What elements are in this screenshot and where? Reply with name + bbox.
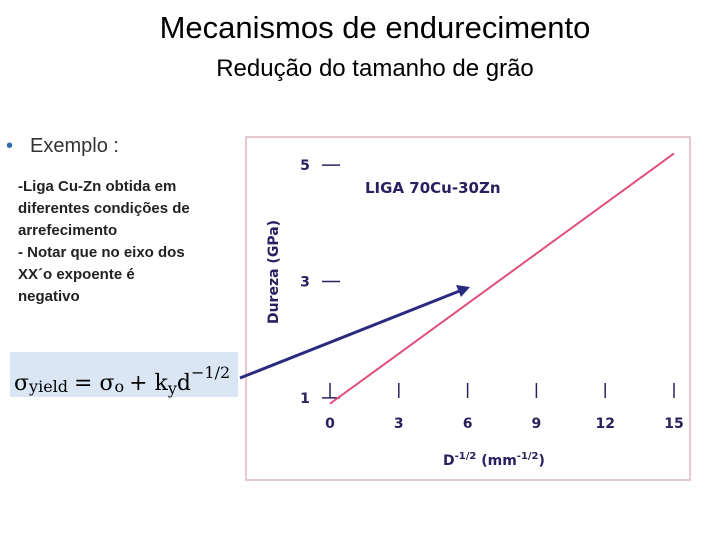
arrow (239, 288, 463, 380)
subtitle: Redução do tamanho de grão (216, 55, 534, 82)
chart-frame (245, 136, 691, 481)
x-tick-label: 15 (664, 416, 683, 432)
x-label-part: (mm (476, 453, 516, 469)
plot: 1 3 5 0 3 6 9 12 15 (300, 152, 684, 432)
formula-part: σ (14, 371, 29, 396)
arrow-head (456, 285, 470, 297)
x-tick-label: 3 (394, 416, 404, 432)
data-line (329, 152, 675, 405)
formula: σyield = σo + kyd−1/2 (14, 363, 230, 398)
x-tick-label: 12 (595, 416, 614, 432)
formula-part: d (177, 371, 191, 396)
x-tick-label: 6 (463, 416, 473, 432)
x-label-part: -1/2 (455, 451, 477, 462)
formula-part: = σ (74, 371, 114, 396)
formula-part: o (114, 377, 124, 396)
formula-part: + k (129, 371, 168, 396)
body-line: - Notar que no eixo dos (18, 244, 185, 261)
y-tick-label: 3 (300, 275, 310, 291)
x-label-part: ) (539, 453, 545, 469)
body-line: negativo (18, 288, 80, 305)
y-tick-label: 1 (300, 391, 310, 407)
body-line: diferentes condições de (18, 200, 190, 217)
formula-box (10, 352, 238, 397)
y-axis-label: Dureza (GPa) (266, 220, 282, 324)
x-tick-label: 0 (325, 416, 335, 432)
bullet-dot: • (6, 135, 13, 157)
bullet-text: Exemplo : (30, 135, 119, 157)
body-line: -Liga Cu-Zn obtida em (18, 178, 176, 195)
y-tick-label: 5 (300, 158, 310, 174)
x-label-part: D (443, 453, 455, 469)
body: -Liga Cu-Zn obtida em diferentes condiçõ… (18, 178, 190, 305)
x-axis-label: D-1/2 (mm-1/2) (443, 451, 545, 469)
annotation: LIGA 70Cu-30Zn (365, 179, 501, 197)
formula-part: −1/2 (191, 363, 230, 382)
body-line: arrefecimento (18, 222, 117, 239)
formula-part: yield (28, 377, 68, 396)
x-tick-label: 9 (532, 416, 542, 432)
title: Mecanismos de endurecimento (160, 10, 591, 45)
formula-part: y (167, 379, 177, 398)
x-label-part: -1/2 (517, 451, 539, 462)
body-line: XX´o expoente é (18, 266, 135, 283)
